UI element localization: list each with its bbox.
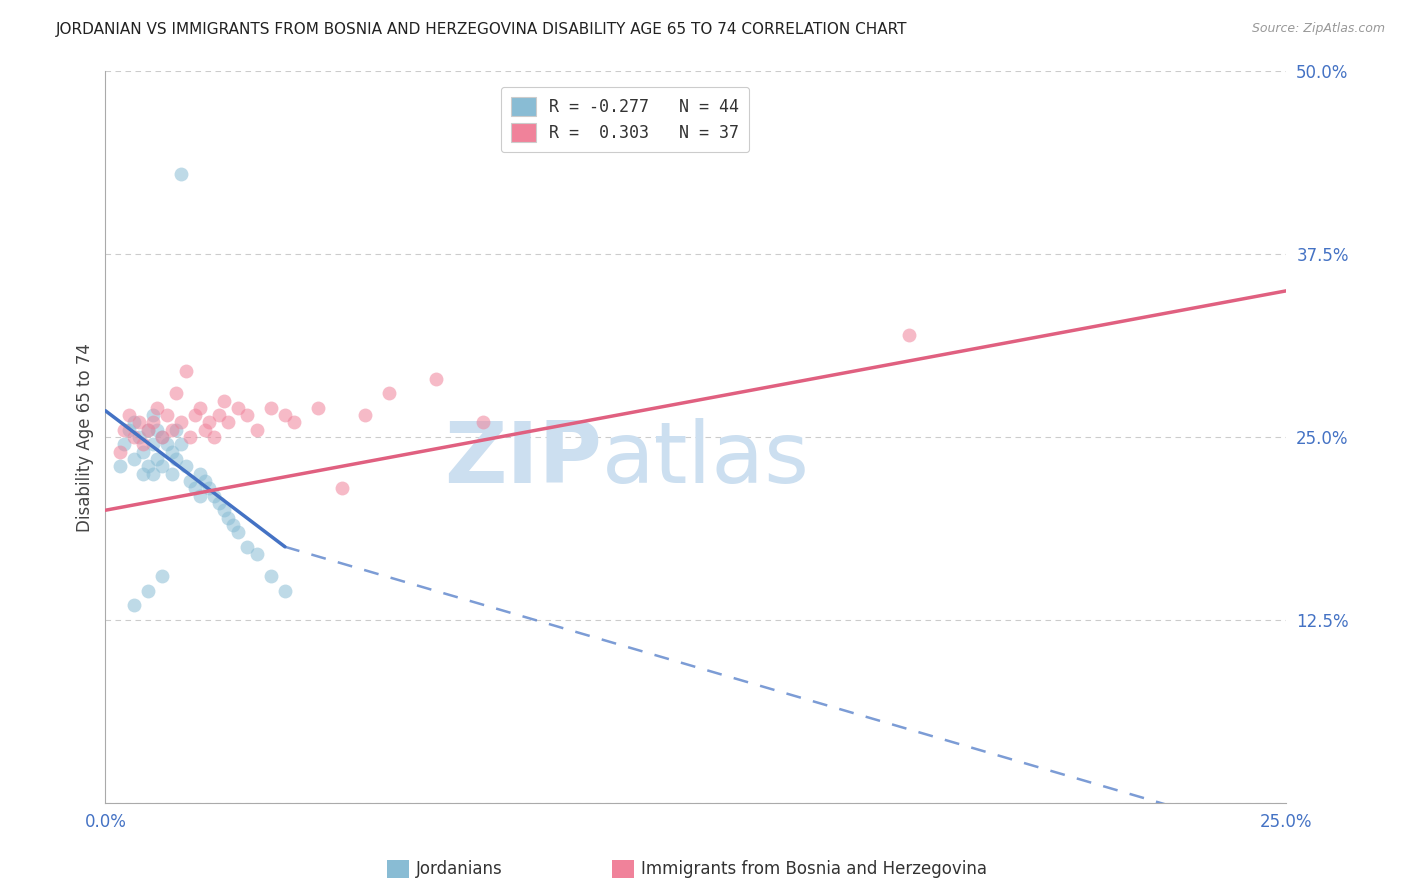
Point xyxy=(165,423,187,437)
Point xyxy=(212,393,235,408)
Point xyxy=(136,423,159,437)
Point xyxy=(274,408,297,422)
Point xyxy=(174,459,197,474)
Point xyxy=(146,401,169,415)
Point xyxy=(142,437,165,451)
Point xyxy=(283,416,305,430)
Point xyxy=(122,430,145,444)
Point xyxy=(378,386,401,401)
Point xyxy=(136,583,159,598)
Point xyxy=(122,599,145,613)
Point xyxy=(165,386,187,401)
Point xyxy=(246,547,269,561)
Point xyxy=(156,408,179,422)
Point xyxy=(217,416,239,430)
Text: atlas: atlas xyxy=(602,417,810,500)
Point xyxy=(118,423,141,437)
Point xyxy=(425,371,447,385)
Point xyxy=(132,437,155,451)
Point xyxy=(112,423,135,437)
Point xyxy=(208,408,231,422)
Point xyxy=(128,416,150,430)
Point xyxy=(184,408,207,422)
Text: ZIP: ZIP xyxy=(444,417,602,500)
Legend: R = -0.277   N = 44, R =  0.303   N = 37: R = -0.277 N = 44, R = 0.303 N = 37 xyxy=(501,87,749,153)
Point xyxy=(354,408,377,422)
Point xyxy=(118,408,141,422)
Point xyxy=(194,474,217,488)
Point xyxy=(146,423,169,437)
Text: Jordanians: Jordanians xyxy=(416,860,503,878)
Point xyxy=(174,364,197,378)
Point xyxy=(208,496,231,510)
Point xyxy=(202,489,225,503)
Point xyxy=(170,437,193,451)
Point xyxy=(330,481,353,495)
Point xyxy=(179,430,201,444)
Point xyxy=(165,452,187,467)
Point xyxy=(202,430,225,444)
Point xyxy=(226,525,249,540)
Point xyxy=(142,408,165,422)
Point xyxy=(108,444,131,458)
Point xyxy=(112,437,135,451)
Point xyxy=(222,517,245,532)
Point xyxy=(170,167,193,181)
Point xyxy=(179,474,201,488)
Point xyxy=(150,569,173,583)
Point xyxy=(132,444,155,458)
Point xyxy=(150,430,173,444)
Point xyxy=(170,416,193,430)
Point xyxy=(236,540,259,554)
Point xyxy=(274,583,297,598)
Point xyxy=(150,459,173,474)
Point xyxy=(160,444,183,458)
Point xyxy=(136,423,159,437)
Point xyxy=(260,569,283,583)
Point xyxy=(150,430,173,444)
Point xyxy=(188,489,211,503)
Point xyxy=(307,401,329,415)
Point xyxy=(897,327,920,342)
Point xyxy=(246,423,269,437)
Point xyxy=(472,416,495,430)
Point xyxy=(122,416,145,430)
Point xyxy=(160,423,183,437)
Point xyxy=(142,467,165,481)
Text: Immigrants from Bosnia and Herzegovina: Immigrants from Bosnia and Herzegovina xyxy=(641,860,987,878)
Point xyxy=(132,467,155,481)
Point xyxy=(198,416,221,430)
Point xyxy=(194,423,217,437)
Point xyxy=(236,408,259,422)
Text: Source: ZipAtlas.com: Source: ZipAtlas.com xyxy=(1251,22,1385,36)
Point xyxy=(160,467,183,481)
Point xyxy=(188,467,211,481)
Point xyxy=(136,459,159,474)
Point xyxy=(217,510,239,524)
Point xyxy=(260,401,283,415)
Point xyxy=(128,430,150,444)
Point xyxy=(146,452,169,467)
Point xyxy=(184,481,207,495)
Point xyxy=(122,452,145,467)
Y-axis label: Disability Age 65 to 74: Disability Age 65 to 74 xyxy=(76,343,94,532)
Point xyxy=(142,416,165,430)
Point xyxy=(156,437,179,451)
Point xyxy=(108,459,131,474)
Point xyxy=(198,481,221,495)
Point xyxy=(212,503,235,517)
Point xyxy=(226,401,249,415)
Point xyxy=(188,401,211,415)
Text: JORDANIAN VS IMMIGRANTS FROM BOSNIA AND HERZEGOVINA DISABILITY AGE 65 TO 74 CORR: JORDANIAN VS IMMIGRANTS FROM BOSNIA AND … xyxy=(56,22,908,37)
